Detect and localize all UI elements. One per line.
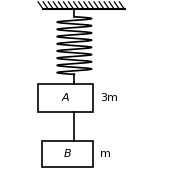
Text: 3m: 3m (100, 93, 118, 103)
Text: m: m (100, 149, 111, 159)
Bar (42, 141, 93, 167)
Text: B: B (64, 149, 71, 159)
Bar (38, 84, 93, 112)
Text: A: A (62, 93, 70, 103)
